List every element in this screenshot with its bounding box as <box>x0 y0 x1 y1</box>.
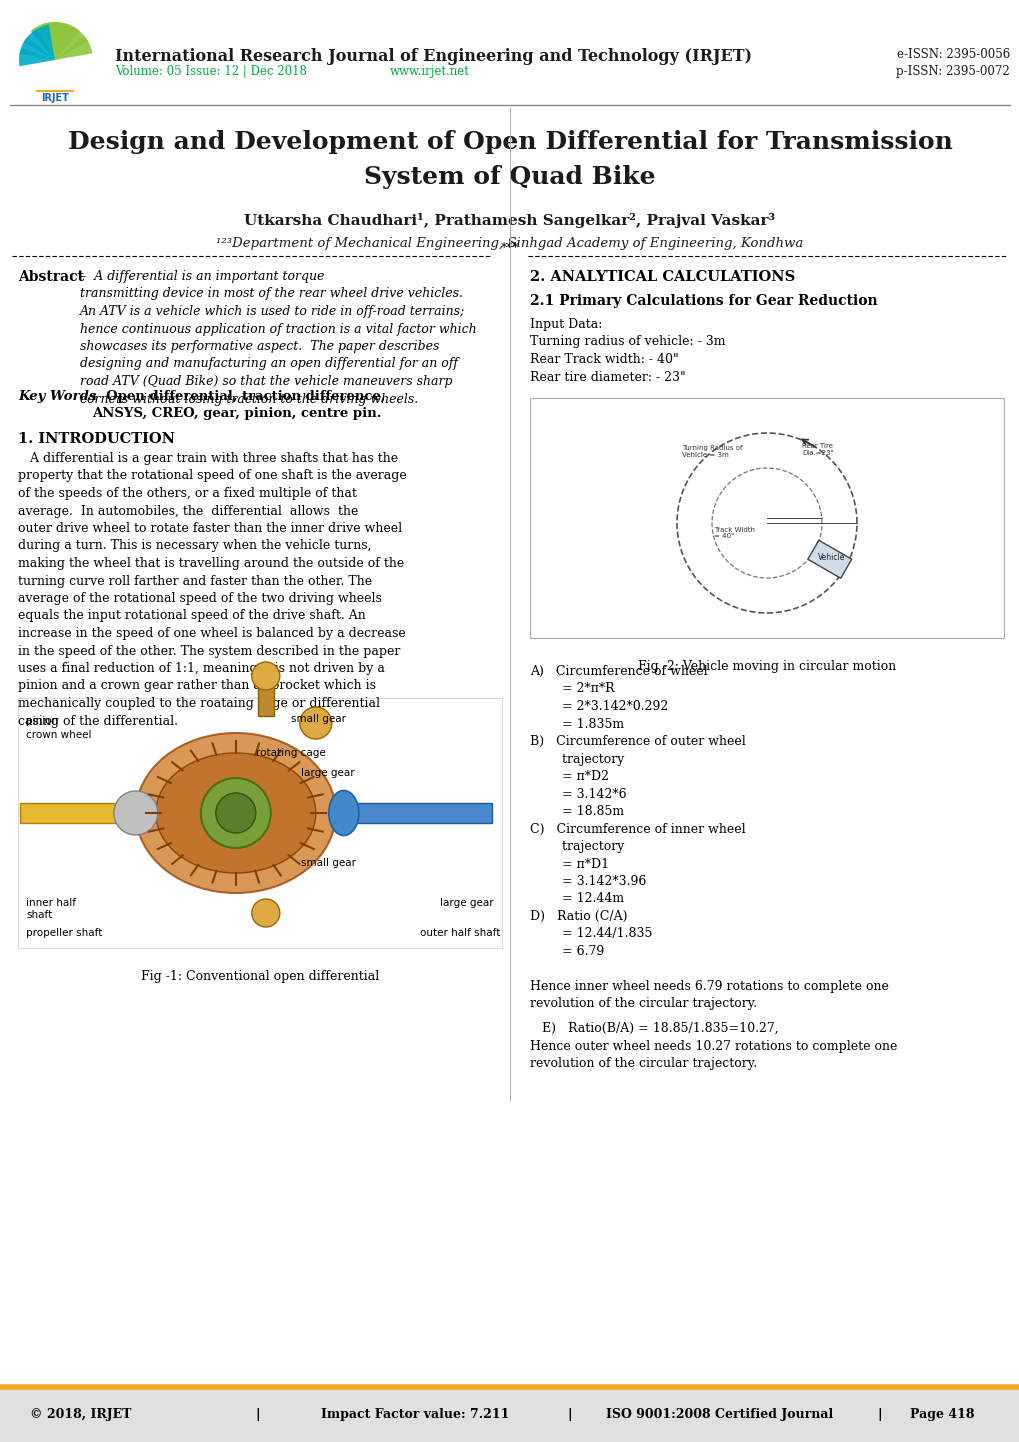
Text: outer half shaft: outer half shaft <box>420 929 500 937</box>
Bar <box>807 541 851 578</box>
Text: © 2018, IRJET: © 2018, IRJET <box>30 1407 131 1420</box>
Text: Vehicle: Vehicle <box>817 552 845 562</box>
Text: Track Width
= 40": Track Width = 40" <box>713 526 754 539</box>
Text: Abstract: Abstract <box>18 270 84 284</box>
Text: Page 418: Page 418 <box>910 1407 974 1420</box>
Text: ¹²³Department of Mechanical Engineering, Sinhgad Academy of Engineering, Kondhwa: ¹²³Department of Mechanical Engineering,… <box>216 236 803 249</box>
Text: large gear: large gear <box>301 769 354 779</box>
Bar <box>530 398 1003 637</box>
Text: Hence outer wheel needs 10.27 rotations to complete one
revolution of the circul: Hence outer wheel needs 10.27 rotations … <box>530 1040 897 1070</box>
Text: crown wheel: crown wheel <box>25 730 92 740</box>
Bar <box>0 0 1019 108</box>
Text: inner half
shaft: inner half shaft <box>25 898 76 920</box>
Text: ***: *** <box>500 241 519 254</box>
Circle shape <box>201 779 270 848</box>
Text: International Research Journal of Engineering and Technology (IRJET): International Research Journal of Engine… <box>115 48 751 65</box>
Wedge shape <box>55 25 88 61</box>
Text: large gear: large gear <box>439 898 493 908</box>
Wedge shape <box>19 37 55 61</box>
Ellipse shape <box>156 753 316 872</box>
Text: A differential is a gear train with three shafts that has the
property that the : A differential is a gear train with thre… <box>18 451 407 728</box>
Wedge shape <box>55 22 79 61</box>
Text: Turning Radius of
Vehicle = 3m: Turning Radius of Vehicle = 3m <box>682 446 742 459</box>
Text: Key Words: Key Words <box>18 389 96 402</box>
Wedge shape <box>19 48 55 66</box>
Bar <box>258 676 273 717</box>
Circle shape <box>252 898 279 927</box>
Text: |: | <box>256 1407 260 1420</box>
Text: Hence inner wheel needs 6.79 rotations to complete one
revolution of the circula: Hence inner wheel needs 6.79 rotations t… <box>530 981 888 1009</box>
Circle shape <box>216 793 256 833</box>
Text: Fig -1: Conventional open differential: Fig -1: Conventional open differential <box>141 970 379 983</box>
Text: ISO 9001:2008 Certified Journal: ISO 9001:2008 Certified Journal <box>605 1407 833 1420</box>
Text: small gear: small gear <box>290 714 345 724</box>
Text: propeller shaft: propeller shaft <box>25 929 102 937</box>
Text: :  Open differential, traction difference,
ANSYS, CREO, gear, pinion, centre pin: : Open differential, traction difference… <box>92 389 385 420</box>
Text: IRJET: IRJET <box>41 92 69 102</box>
Text: |: | <box>876 1407 881 1420</box>
Bar <box>0 1387 1019 1442</box>
Bar <box>20 803 132 823</box>
Circle shape <box>252 662 279 691</box>
Text: Fig -2: Vehicle moving in circular motion: Fig -2: Vehicle moving in circular motio… <box>637 660 896 673</box>
Text: Input Data:: Input Data: <box>530 319 602 332</box>
Text: Rear Tire
Dia.=23": Rear Tire Dia.=23" <box>801 443 833 456</box>
Text: 1. INTRODUCTION: 1. INTRODUCTION <box>18 433 175 446</box>
Ellipse shape <box>136 733 335 893</box>
Text: small gear: small gear <box>301 858 356 868</box>
Text: Impact Factor value: 7.211: Impact Factor value: 7.211 <box>321 1407 508 1420</box>
Circle shape <box>300 707 331 738</box>
Wedge shape <box>23 29 55 61</box>
Wedge shape <box>42 22 68 61</box>
Wedge shape <box>31 22 55 61</box>
Text: pinion: pinion <box>25 717 58 725</box>
Text: rotating cage: rotating cage <box>256 748 325 758</box>
Text: www.irjet.net: www.irjet.net <box>389 65 470 78</box>
Text: –  A differential is an important torque
transmitting device in most of the rear: – A differential is an important torque … <box>79 270 476 405</box>
Text: System of Quad Bike: System of Quad Bike <box>364 164 655 189</box>
Text: Utkarsha Chaudhari¹, Prathamesh Sangelkar², Prajval Vaskar³: Utkarsha Chaudhari¹, Prathamesh Sangelka… <box>245 213 774 228</box>
Text: Design and Development of Open Differential for Transmission: Design and Development of Open Different… <box>67 130 952 154</box>
Text: A)   Circumference of wheel
        = 2*π*R
        = 2*3.142*0.292
        = 1.: A) Circumference of wheel = 2*π*R = 2*3.… <box>530 665 745 957</box>
Text: p-ISSN: 2395-0072: p-ISSN: 2395-0072 <box>896 65 1009 78</box>
Text: 2. ANALYTICAL CALCULATIONS: 2. ANALYTICAL CALCULATIONS <box>530 270 795 284</box>
Ellipse shape <box>328 790 359 835</box>
Bar <box>340 803 491 823</box>
Text: |: | <box>568 1407 572 1420</box>
Text: Turning radius of vehicle: - 3m
Rear Track width: - 40"
Rear tire diameter: - 23: Turning radius of vehicle: - 3m Rear Tra… <box>530 335 725 384</box>
Circle shape <box>114 792 158 835</box>
Text: e-ISSN: 2395-0056: e-ISSN: 2395-0056 <box>896 48 1009 61</box>
Text: E)   Ratio(B/A) = 18.85/1.835=10.27,: E) Ratio(B/A) = 18.85/1.835=10.27, <box>530 1022 777 1035</box>
Wedge shape <box>32 25 55 61</box>
Bar <box>18 698 501 947</box>
Text: 2.1 Primary Calculations for Gear Reduction: 2.1 Primary Calculations for Gear Reduct… <box>530 294 876 309</box>
Text: Volume: 05 Issue: 12 | Dec 2018: Volume: 05 Issue: 12 | Dec 2018 <box>115 65 307 78</box>
Wedge shape <box>55 36 93 61</box>
